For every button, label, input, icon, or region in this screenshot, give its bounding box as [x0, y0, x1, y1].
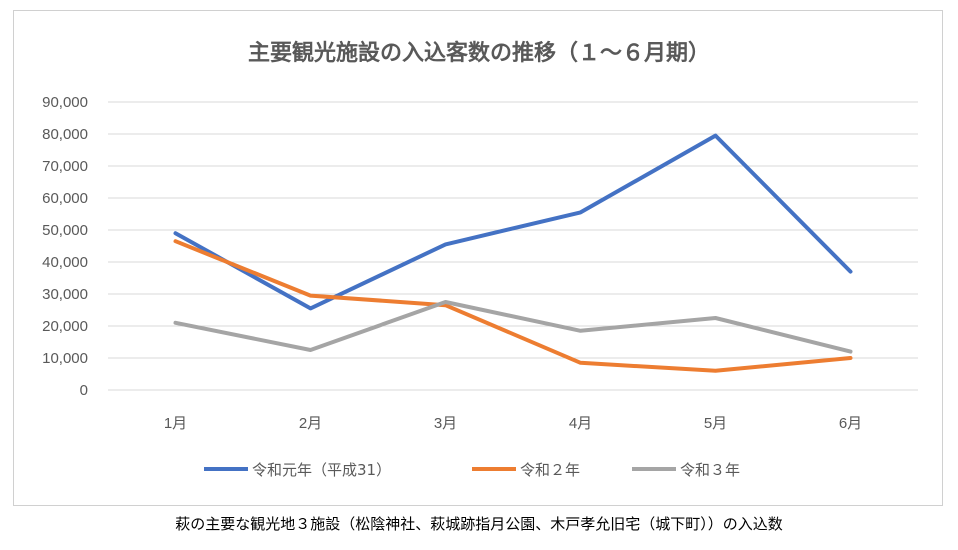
data-point: [310, 307, 311, 309]
y-tick-label: 90,000: [42, 94, 88, 111]
series-line-1: [173, 133, 853, 311]
x-tick-label: 1月: [164, 415, 187, 432]
data-point: [445, 301, 446, 303]
data-point: [850, 357, 851, 359]
y-tick-label: 20,000: [42, 318, 88, 335]
x-tick-label: 4月: [569, 415, 592, 432]
x-tick-label: 5月: [704, 415, 727, 432]
series-lines: [173, 133, 853, 373]
gridlines: [108, 101, 918, 391]
data-point: [850, 351, 851, 353]
data-point: [580, 362, 581, 364]
x-tick-label: 6月: [839, 415, 862, 432]
y-tick-label: 30,000: [42, 286, 88, 303]
data-point: [580, 211, 581, 213]
chart-frame: [13, 10, 943, 506]
legend-label: 令和元年（平成31）: [252, 461, 391, 479]
y-tick-label: 50,000: [42, 222, 88, 239]
data-point: [445, 243, 446, 245]
data-point: [175, 232, 176, 234]
data-point: [850, 271, 851, 273]
legend-label: 令和２年: [520, 461, 580, 479]
data-point: [580, 330, 581, 332]
y-tick-label: 80,000: [42, 126, 88, 143]
legend-label: 令和３年: [680, 461, 740, 479]
y-tick-label: 0: [80, 382, 88, 399]
x-tick-label: 3月: [434, 415, 457, 432]
x-axis-ticks: 1月 2月 3月 4月 5月 6月: [164, 415, 862, 432]
x-tick-label: 2月: [299, 415, 322, 432]
figure-caption: 萩の主要な観光地３施設（松陰神社、萩城跡指月公園、木戸孝允旧宅（城下町））の入込…: [175, 515, 783, 533]
data-point: [715, 370, 716, 372]
y-tick-label: 40,000: [42, 254, 88, 271]
chart-title: 主要観光施設の入込客数の推移（１～６月期）: [248, 40, 710, 66]
data-point: [310, 295, 311, 297]
data-point: [310, 349, 311, 351]
y-tick-label: 10,000: [42, 350, 88, 367]
data-point: [175, 322, 176, 324]
data-point: [175, 240, 176, 242]
data-point: [715, 135, 716, 137]
legend: 令和元年（平成31） 令和２年 令和３年: [204, 461, 740, 479]
y-axis-ticks: 0 10,000 20,000 30,000 40,000 50,000 60,000 70,…: [42, 94, 88, 399]
y-tick-label: 70,000: [42, 158, 88, 175]
series-line-2: [173, 239, 853, 373]
data-point: [715, 317, 716, 319]
y-tick-label: 60,000: [42, 190, 88, 207]
data-point: [445, 304, 446, 306]
series-line-3: [173, 300, 853, 354]
